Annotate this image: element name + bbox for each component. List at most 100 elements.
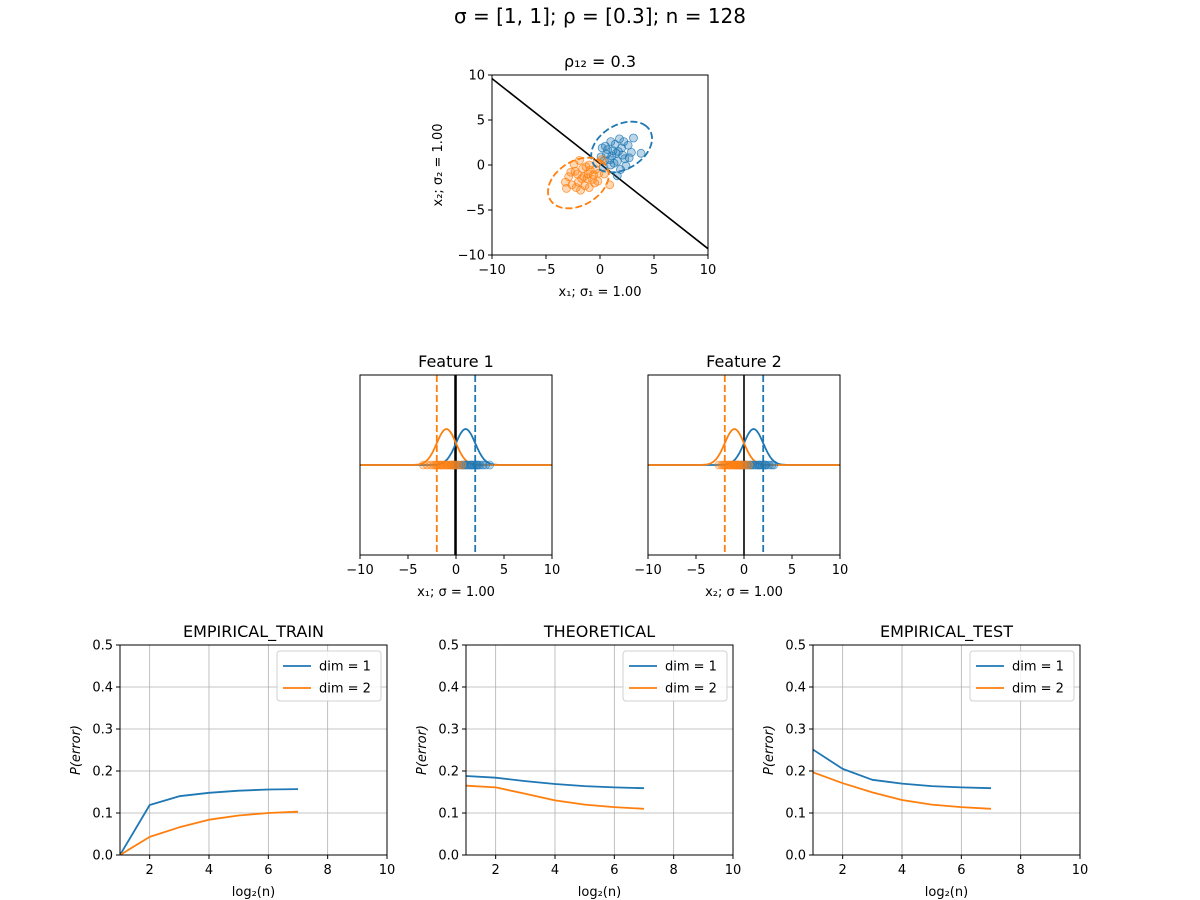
empirical-test-panel-xtick-label: 10 <box>1072 863 1089 878</box>
theoretical-panel-ylabel: P(error) <box>415 725 430 775</box>
scatter-point <box>577 174 587 183</box>
empirical-test-panel-ytick-label: 0.0 <box>785 849 806 864</box>
feature-2-panel-xtick-label: −5 <box>686 563 705 578</box>
empirical-test-panel-legend: dim = 1 dim = 2 <box>969 650 1075 702</box>
scatter-panel-xtick-label: 5 <box>650 263 658 278</box>
series-line-dim2 <box>813 771 992 810</box>
legend-label: dim = 2 <box>665 682 717 697</box>
empirical-test-panel-xtick-label: 4 <box>898 863 906 878</box>
rug-point <box>744 460 754 470</box>
theoretical-panel-ytick-label: 0.2 <box>438 765 459 780</box>
decision-boundary-line <box>492 77 708 250</box>
legend-label: dim = 1 <box>1012 660 1064 675</box>
rug-point <box>719 460 729 470</box>
scatter-point <box>607 151 617 161</box>
scatter-point <box>561 177 570 187</box>
empirical-train-panel-ytick-label: 0.0 <box>92 849 113 864</box>
series-line-dim1 <box>466 775 645 790</box>
scatter-panel-xtick-label: 10 <box>700 263 717 278</box>
theoretical-panel-ytick-label: 0.3 <box>438 723 459 738</box>
series-line-dim2 <box>466 784 645 810</box>
scatter-point <box>612 171 622 181</box>
scatter-panel-plot-area <box>492 77 708 250</box>
empirical-train-panel-ytick-label: 0.1 <box>92 807 113 822</box>
feature-1-panel-xtick-label: −5 <box>398 563 417 578</box>
rug-point <box>472 460 482 470</box>
empirical-test-panel-ytick-label: 0.4 <box>785 681 806 696</box>
empirical-train-panel-ytick-label: 0.4 <box>92 681 113 696</box>
rug-point <box>457 460 467 470</box>
empirical-train-panel-ylabel: P(error) <box>69 725 84 775</box>
scatter-panel-xtick-label: 0 <box>596 263 604 278</box>
theoretical-panel-xtick-label: 4 <box>551 863 559 878</box>
empirical-train-panel-xtick-label: 4 <box>205 863 213 878</box>
scatter-point <box>584 160 594 170</box>
empirical-train-panel-ytick-label: 0.2 <box>92 765 113 780</box>
feature-2-panel-title: Feature 2 <box>706 352 782 371</box>
theoretical-panel-title: THEORETICAL <box>543 622 655 641</box>
scatter-point <box>613 147 623 156</box>
empirical-train-panel-xtick-label: 6 <box>264 863 272 878</box>
scatter-point <box>619 137 629 147</box>
rug-point <box>431 460 441 470</box>
series-line-dim1 <box>813 748 992 790</box>
feature-1-panel: −10 −5 0 5 10 Feature 1 x₁; σ = 1.00 <box>346 352 560 600</box>
empirical-train-panel-frame <box>119 644 388 856</box>
series-line-dim1 <box>120 788 299 855</box>
scatter-panel-xtick-label: −10 <box>478 263 505 278</box>
feature-1-panel-xtick-label: −10 <box>346 563 373 578</box>
empirical-train-panel-title: EMPIRICAL_TRAIN <box>183 622 324 642</box>
empirical-test-panel-ylabel: P(error) <box>762 725 777 775</box>
theoretical-panel-xtick-label: 10 <box>725 863 742 878</box>
rug-point <box>448 460 458 470</box>
empirical-train-panel-ytick-label: 0.3 <box>92 723 113 738</box>
scatter-panel-ytick-label: 0 <box>477 159 485 174</box>
empirical-test-panel-ytick-label: 0.2 <box>785 765 806 780</box>
feature-2-panel-plot-area <box>648 375 840 555</box>
empirical-test-panel-ytick-label: 0.3 <box>785 723 806 738</box>
feature-1-panel-xtick-label: 5 <box>500 563 508 578</box>
theoretical-panel-frame <box>465 644 734 856</box>
scatter-point <box>629 133 638 143</box>
scatter-point <box>620 154 630 164</box>
scatter-panel-xlabel: x₁; σ₁ = 1.00 <box>559 285 642 300</box>
legend-label: dim = 1 <box>665 660 717 675</box>
feature-1-panel-title: Feature 1 <box>418 352 494 371</box>
feature-2-panel-xlabel: x₂; σ = 1.00 <box>705 585 783 600</box>
empirical-train-panel-xtick-label: 10 <box>379 863 396 878</box>
legend-label: dim = 2 <box>319 682 371 697</box>
empirical-train-panel-legend: dim = 1 dim = 2 <box>276 650 382 702</box>
theoretical-panel-xtick-label: 2 <box>492 863 500 878</box>
feature-1-panel-plot-area <box>360 375 552 555</box>
scatter-point <box>624 153 634 163</box>
density-curve <box>360 428 552 466</box>
feature-2-panel-xtick-label: −10 <box>634 563 661 578</box>
feature-1-panel-xtick-label: 0 <box>452 563 460 578</box>
scatter-point <box>566 167 576 177</box>
scatter-point <box>580 181 590 191</box>
scatter-point <box>584 183 594 192</box>
empirical-test-panel-xtick-label: 2 <box>839 863 847 878</box>
scatter-panel-ytick-label: 10 <box>468 69 485 84</box>
empirical-train-panel-plot-area <box>120 645 387 855</box>
theoretical-panel-ytick-label: 0.1 <box>438 807 459 822</box>
empirical-train-panel-xtick-label: 2 <box>146 863 154 878</box>
scatter-point <box>571 183 581 192</box>
feature-1-panel-xlabel: x₁; σ = 1.00 <box>417 585 495 600</box>
scatter-panel: −10 −5 0 5 10 −10 −5 0 5 10 ρ₁₂ = 0.3 x₁; σ₁ = 1.00… <box>431 52 716 300</box>
empirical-test-panel-xtick-label: 8 <box>1017 863 1025 878</box>
empirical-train-panel-xlabel: log₂(n) <box>232 885 275 900</box>
feature-2-panel: −10 −5 0 5 10 Feature 2 x₂; σ = 1.00 <box>634 352 848 600</box>
scatter-point <box>636 148 646 158</box>
theoretical-panel-xtick-label: 6 <box>610 863 618 878</box>
rug-point <box>760 460 770 470</box>
scatter-point <box>597 143 607 153</box>
scatter-point <box>593 176 603 186</box>
rug-point <box>767 460 777 470</box>
feature-2-panel-xtick-label: 0 <box>740 563 748 578</box>
scatter-panel-ytick-label: 5 <box>477 114 485 129</box>
empirical-test-panel-ytick-label: 0.1 <box>785 807 806 822</box>
scatter-point <box>610 139 620 149</box>
theoretical-panel-ytick-label: 0.0 <box>438 849 459 864</box>
